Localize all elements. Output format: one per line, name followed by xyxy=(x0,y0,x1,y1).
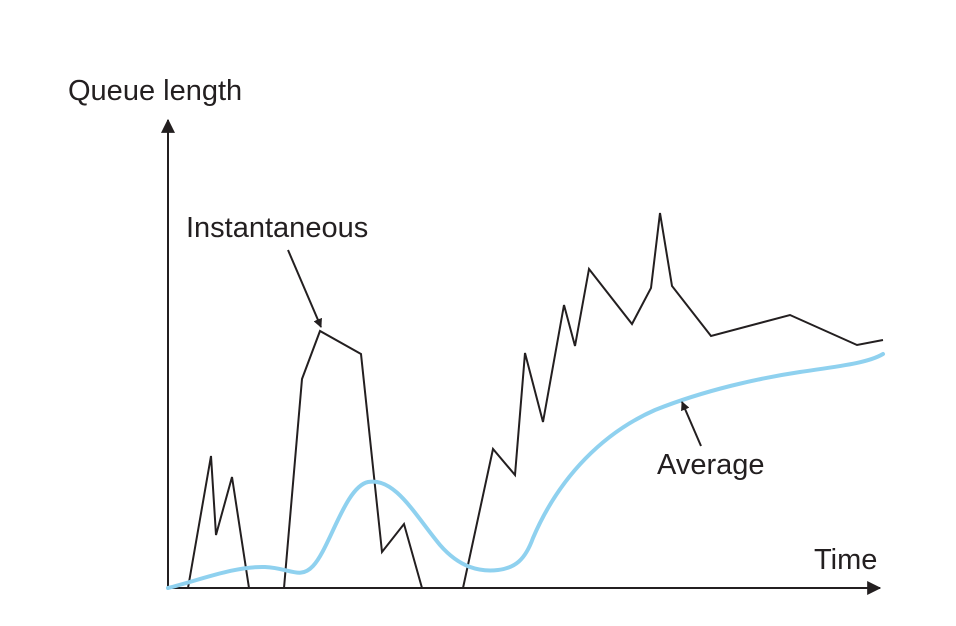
instantaneous-curve-segment-2 xyxy=(283,329,423,589)
y-axis-label: Queue length xyxy=(68,75,243,107)
instantaneous-pointer-arrow xyxy=(287,249,322,328)
instantaneous-curve-segment-1 xyxy=(187,455,250,589)
average-label: Average xyxy=(657,449,765,481)
instantaneous-curve-segment-3 xyxy=(462,212,884,589)
instantaneous-label: Instantaneous xyxy=(186,212,369,244)
average-pointer-arrow xyxy=(681,401,702,447)
average-curve xyxy=(166,352,885,590)
x-axis-label: Time xyxy=(814,544,878,576)
